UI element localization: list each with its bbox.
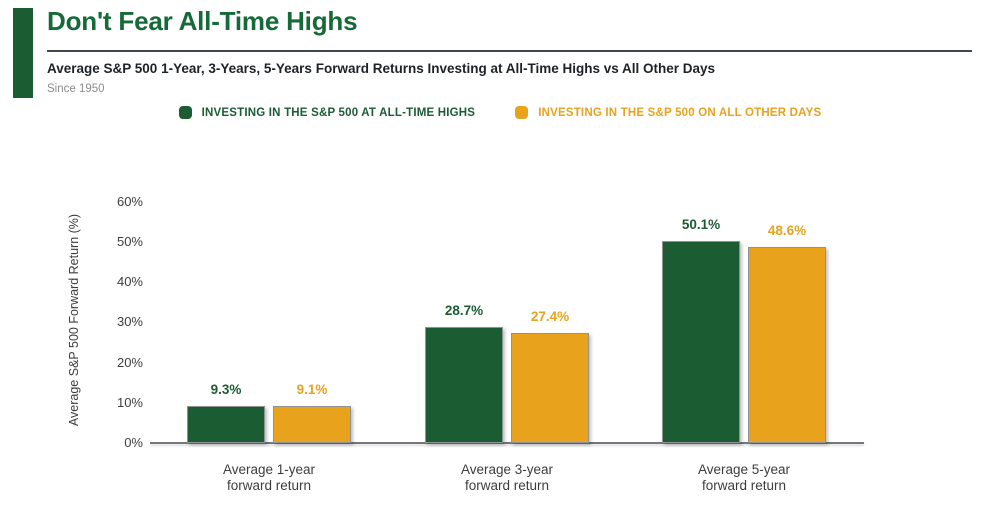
- bar-value-label: 27.4%: [530, 308, 570, 324]
- x-axis-line: [150, 442, 864, 444]
- bar: [748, 247, 826, 443]
- bar: [662, 241, 740, 443]
- y-tick-label: 60%: [116, 193, 143, 209]
- legend-label: INVESTING IN THE S&P 500 AT ALL-TIME HIG…: [201, 106, 476, 119]
- title-underline: [47, 50, 972, 52]
- category-label: Average 5-year forward return: [697, 462, 791, 494]
- legend-swatch-orange: [515, 106, 529, 119]
- bar: [187, 405, 265, 443]
- bar: [273, 406, 351, 443]
- y-tick-label: 30%: [116, 314, 143, 330]
- category-label: Average 1-year forward return: [222, 462, 316, 494]
- legend: INVESTING IN THE S&P 500 AT ALL-TIME HIG…: [0, 106, 1000, 119]
- y-tick-label: 10%: [116, 394, 143, 410]
- bar-value-label: 9.3%: [210, 381, 242, 397]
- bar-value-label: 28.7%: [444, 303, 484, 319]
- legend-swatch-green: [178, 106, 192, 119]
- legend-item-all-other-days: INVESTING IN THE S&P 500 ON ALL OTHER DA…: [515, 106, 821, 119]
- bar-value-label: 48.6%: [767, 223, 807, 239]
- page-title: Don't Fear All-Time Highs: [47, 6, 358, 36]
- legend-label: INVESTING IN THE S&P 500 ON ALL OTHER DA…: [538, 106, 822, 119]
- y-tick-label: 20%: [116, 354, 143, 370]
- y-tick-label: 50%: [116, 233, 143, 249]
- chart-subtitle: Average S&P 500 1-Year, 3-Years, 5-Years…: [47, 61, 716, 76]
- bar-value-label: 9.1%: [296, 382, 328, 398]
- legend-item-all-time-highs: INVESTING IN THE S&P 500 AT ALL-TIME HIG…: [178, 106, 476, 119]
- category-label: Average 3-year forward return: [460, 462, 554, 494]
- y-axis-label: Average S&P 500 Forward Return (%): [67, 213, 81, 427]
- bar: [425, 327, 503, 443]
- bar: [511, 332, 589, 443]
- chart-note-since: Since 1950: [47, 83, 105, 95]
- y-tick-label: 0%: [124, 435, 143, 450]
- bar-value-label: 50.1%: [681, 217, 721, 233]
- y-tick-label: 40%: [116, 274, 143, 289]
- header-accent-bar: [13, 8, 33, 98]
